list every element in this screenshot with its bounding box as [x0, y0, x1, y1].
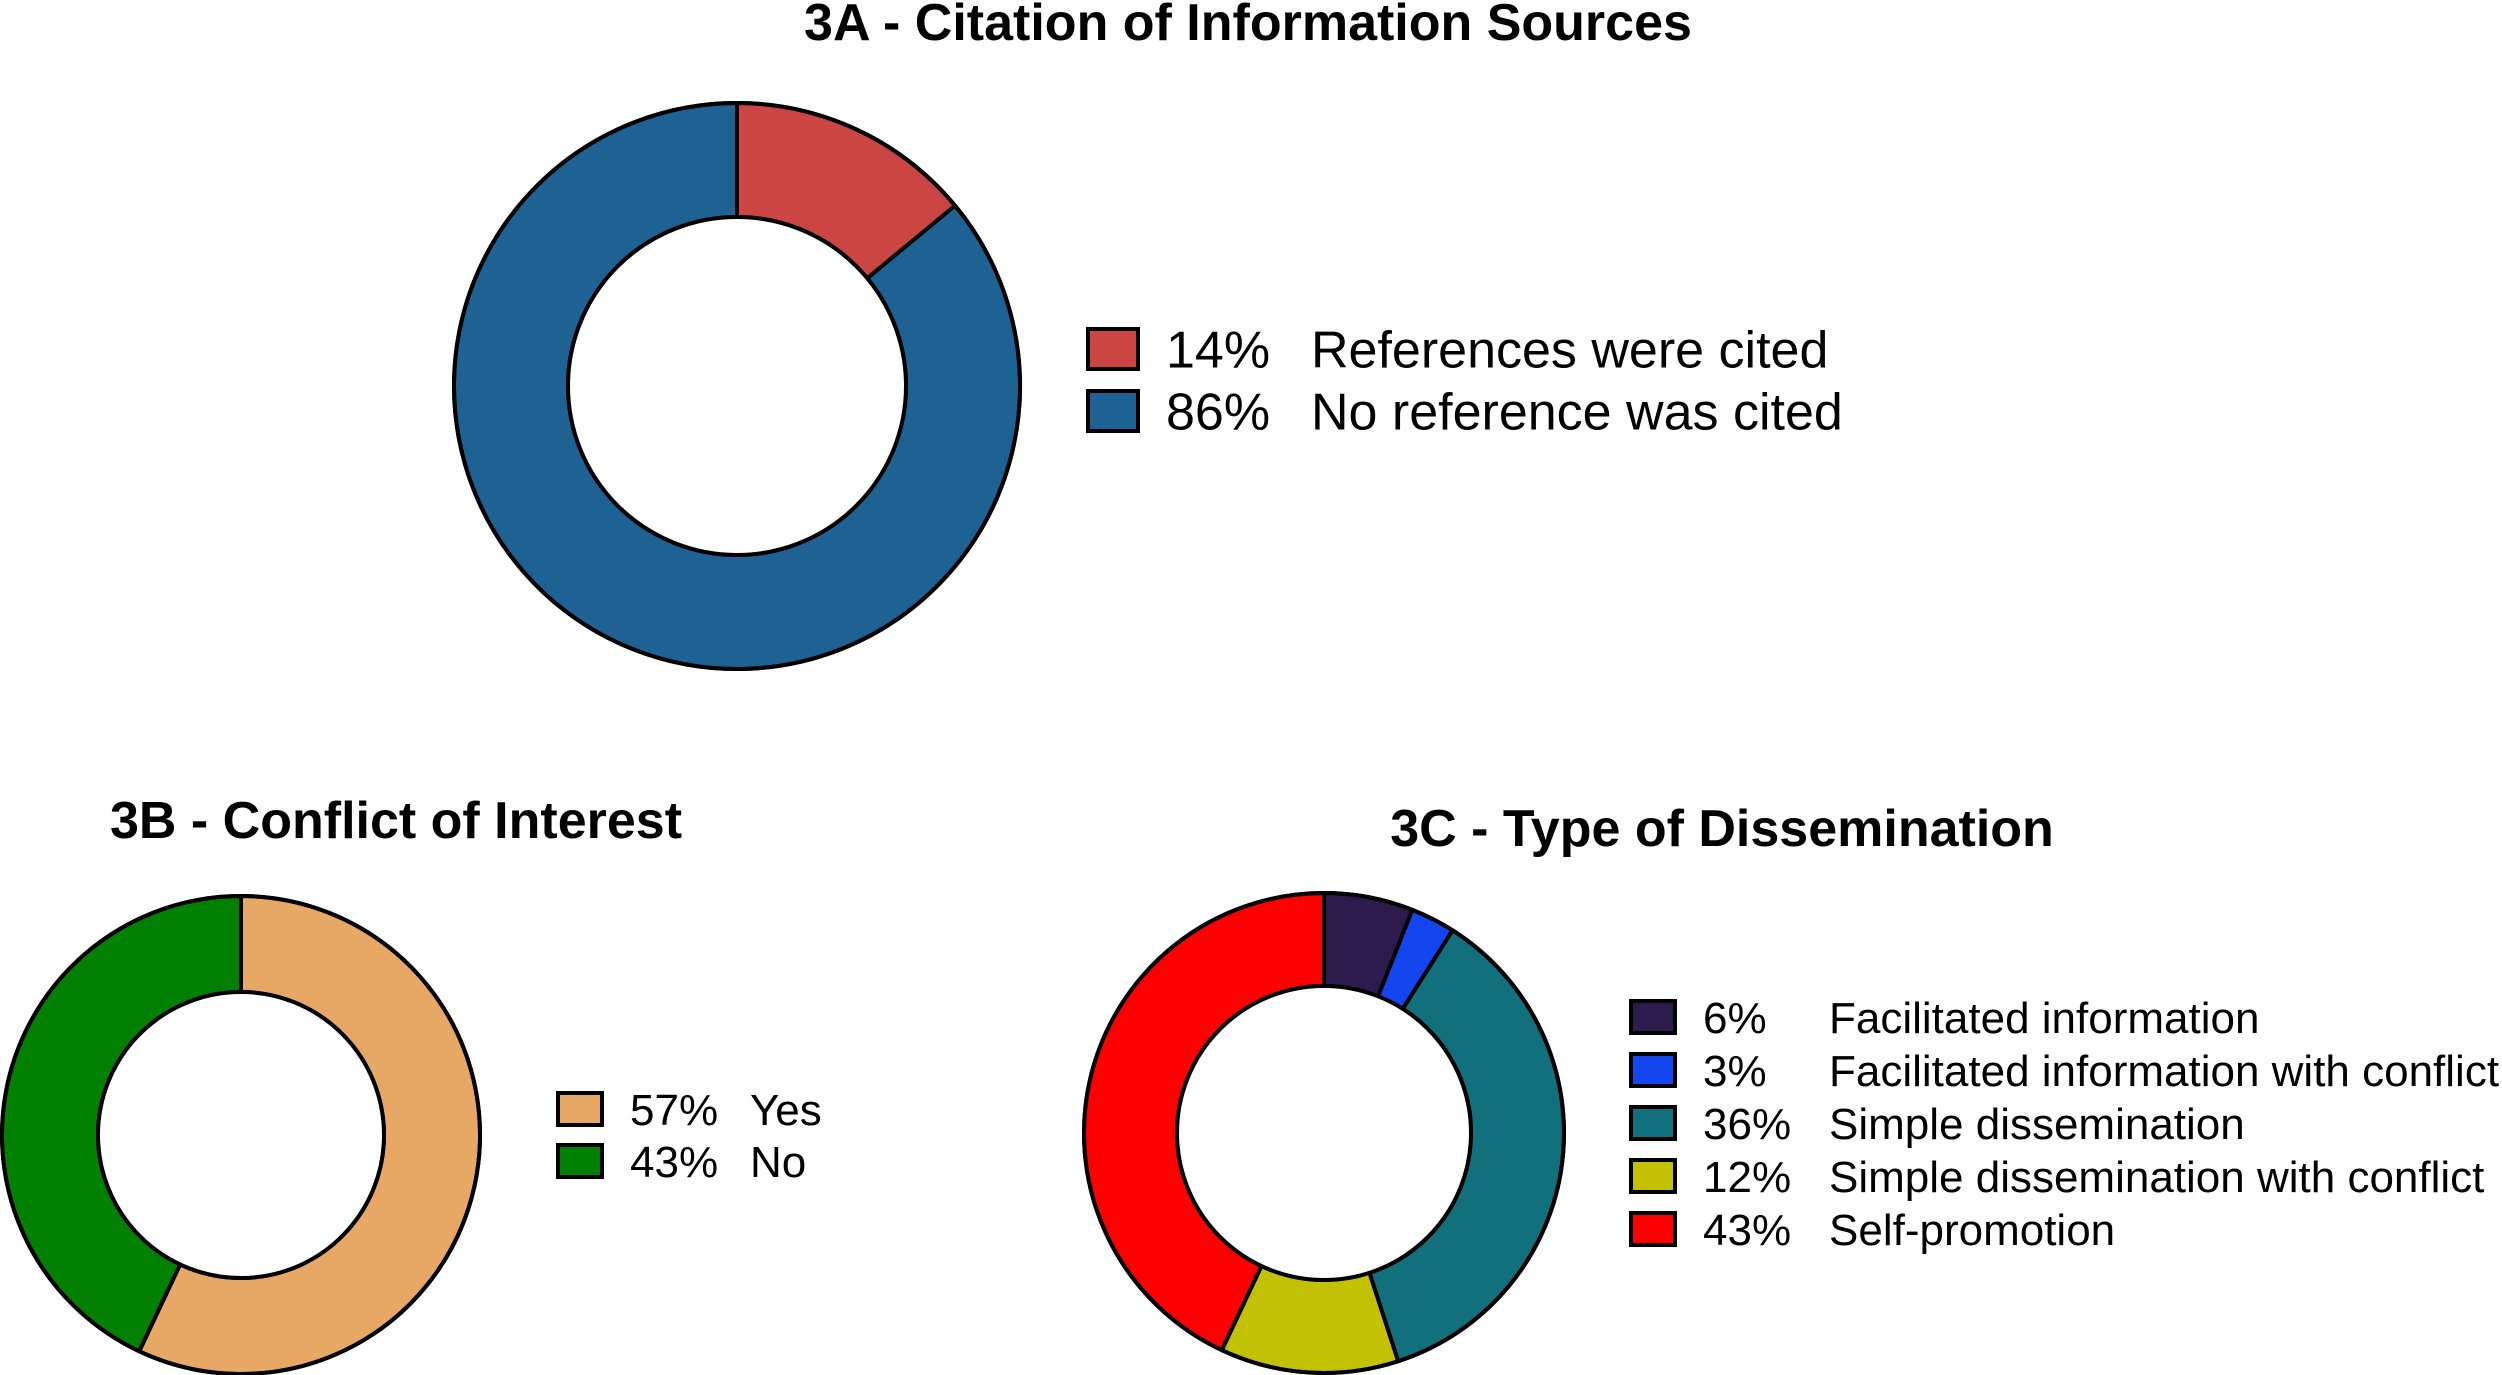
chart-3c-legend-value-2: 36% — [1703, 1100, 1791, 1149]
chart-3c-legend-swatch-2 — [1629, 1105, 1677, 1141]
chart-3a-legend-swatch-1 — [1086, 389, 1140, 433]
chart-3c-legend-swatch-0 — [1629, 999, 1677, 1035]
chart-3b-legend: 57% Yes 43% No — [556, 1086, 822, 1187]
chart-3a: 3A - Citation of Information Sources 14%… — [452, 0, 1843, 671]
chart-3b-title: 3B - Conflict of Interest — [110, 792, 682, 850]
chart-3a-legend-value-1: 86% — [1166, 384, 1270, 442]
chart-3c-legend-value-4: 43% — [1703, 1206, 1791, 1255]
chart-3c-legend-label-0: Facilitated information — [1829, 994, 2259, 1043]
chart-3a-legend: 14% References were cited 86% No reference … — [1086, 322, 1843, 442]
chart-3a-legend-value-0: 14% — [1166, 322, 1270, 380]
chart-3c-legend-swatch-3 — [1629, 1158, 1677, 1194]
chart-3a-legend-swatch-0 — [1086, 327, 1140, 371]
chart-3c-legend-value-3: 12% — [1703, 1153, 1791, 1202]
chart-3c-legend-swatch-1 — [1629, 1052, 1677, 1088]
chart-3b-legend-value-1: 43% — [630, 1138, 718, 1187]
chart-3b-legend-label-1: No — [750, 1138, 806, 1187]
chart-3c-legend-label-3: Simple dissemination with conflict — [1829, 1153, 2484, 1202]
chart-3a-legend-label-1: No reference was cited — [1311, 384, 1843, 442]
chart-3a-legend-label-0: References were cited — [1311, 322, 1828, 380]
chart-3b-legend-swatch-1 — [556, 1143, 604, 1179]
chart-3a-outer-ring — [452, 101, 1022, 671]
chart-3b-outer-ring — [0, 894, 482, 1375]
chart-3c-hole — [1175, 984, 1473, 1282]
chart-3c: 3C - Type of Dissemination 6% Facilitated… — [1082, 800, 2499, 1375]
chart-3c-legend-label-2: Simple dissemination — [1829, 1100, 2245, 1149]
chart-3c-legend-swatch-4 — [1629, 1211, 1677, 1247]
chart-3c-legend-value-0: 6% — [1703, 994, 1767, 1043]
chart-3c-donut — [1082, 891, 1566, 1375]
chart-3c-outer-ring — [1082, 891, 1566, 1375]
chart-3c-legend-label-4: Self-promotion — [1829, 1206, 2115, 1255]
chart-3b-hole — [96, 990, 386, 1280]
chart-3a-title: 3A - Citation of Information Sources — [804, 0, 1692, 52]
chart-3b-legend-swatch-0 — [556, 1091, 604, 1127]
chart-3a-hole — [566, 215, 908, 557]
chart-3b-legend-label-0: Yes — [750, 1086, 822, 1135]
chart-3b-donut — [0, 894, 482, 1375]
chart-3a-donut — [452, 101, 1022, 671]
chart-3c-title: 3C - Type of Dissemination — [1390, 800, 2054, 858]
chart-3c-legend-value-1: 3% — [1703, 1047, 1767, 1096]
chart-3b-legend-value-0: 57% — [630, 1086, 718, 1135]
chart-3b: 3B - Conflict of Interest 57% Yes 43% No — [0, 792, 822, 1375]
chart-3c-legend-label-1: Facilitated information with conflict — [1829, 1047, 2499, 1096]
chart-3c-legend: 6% Facilitated information 3% Facilitated i… — [1629, 994, 2499, 1255]
